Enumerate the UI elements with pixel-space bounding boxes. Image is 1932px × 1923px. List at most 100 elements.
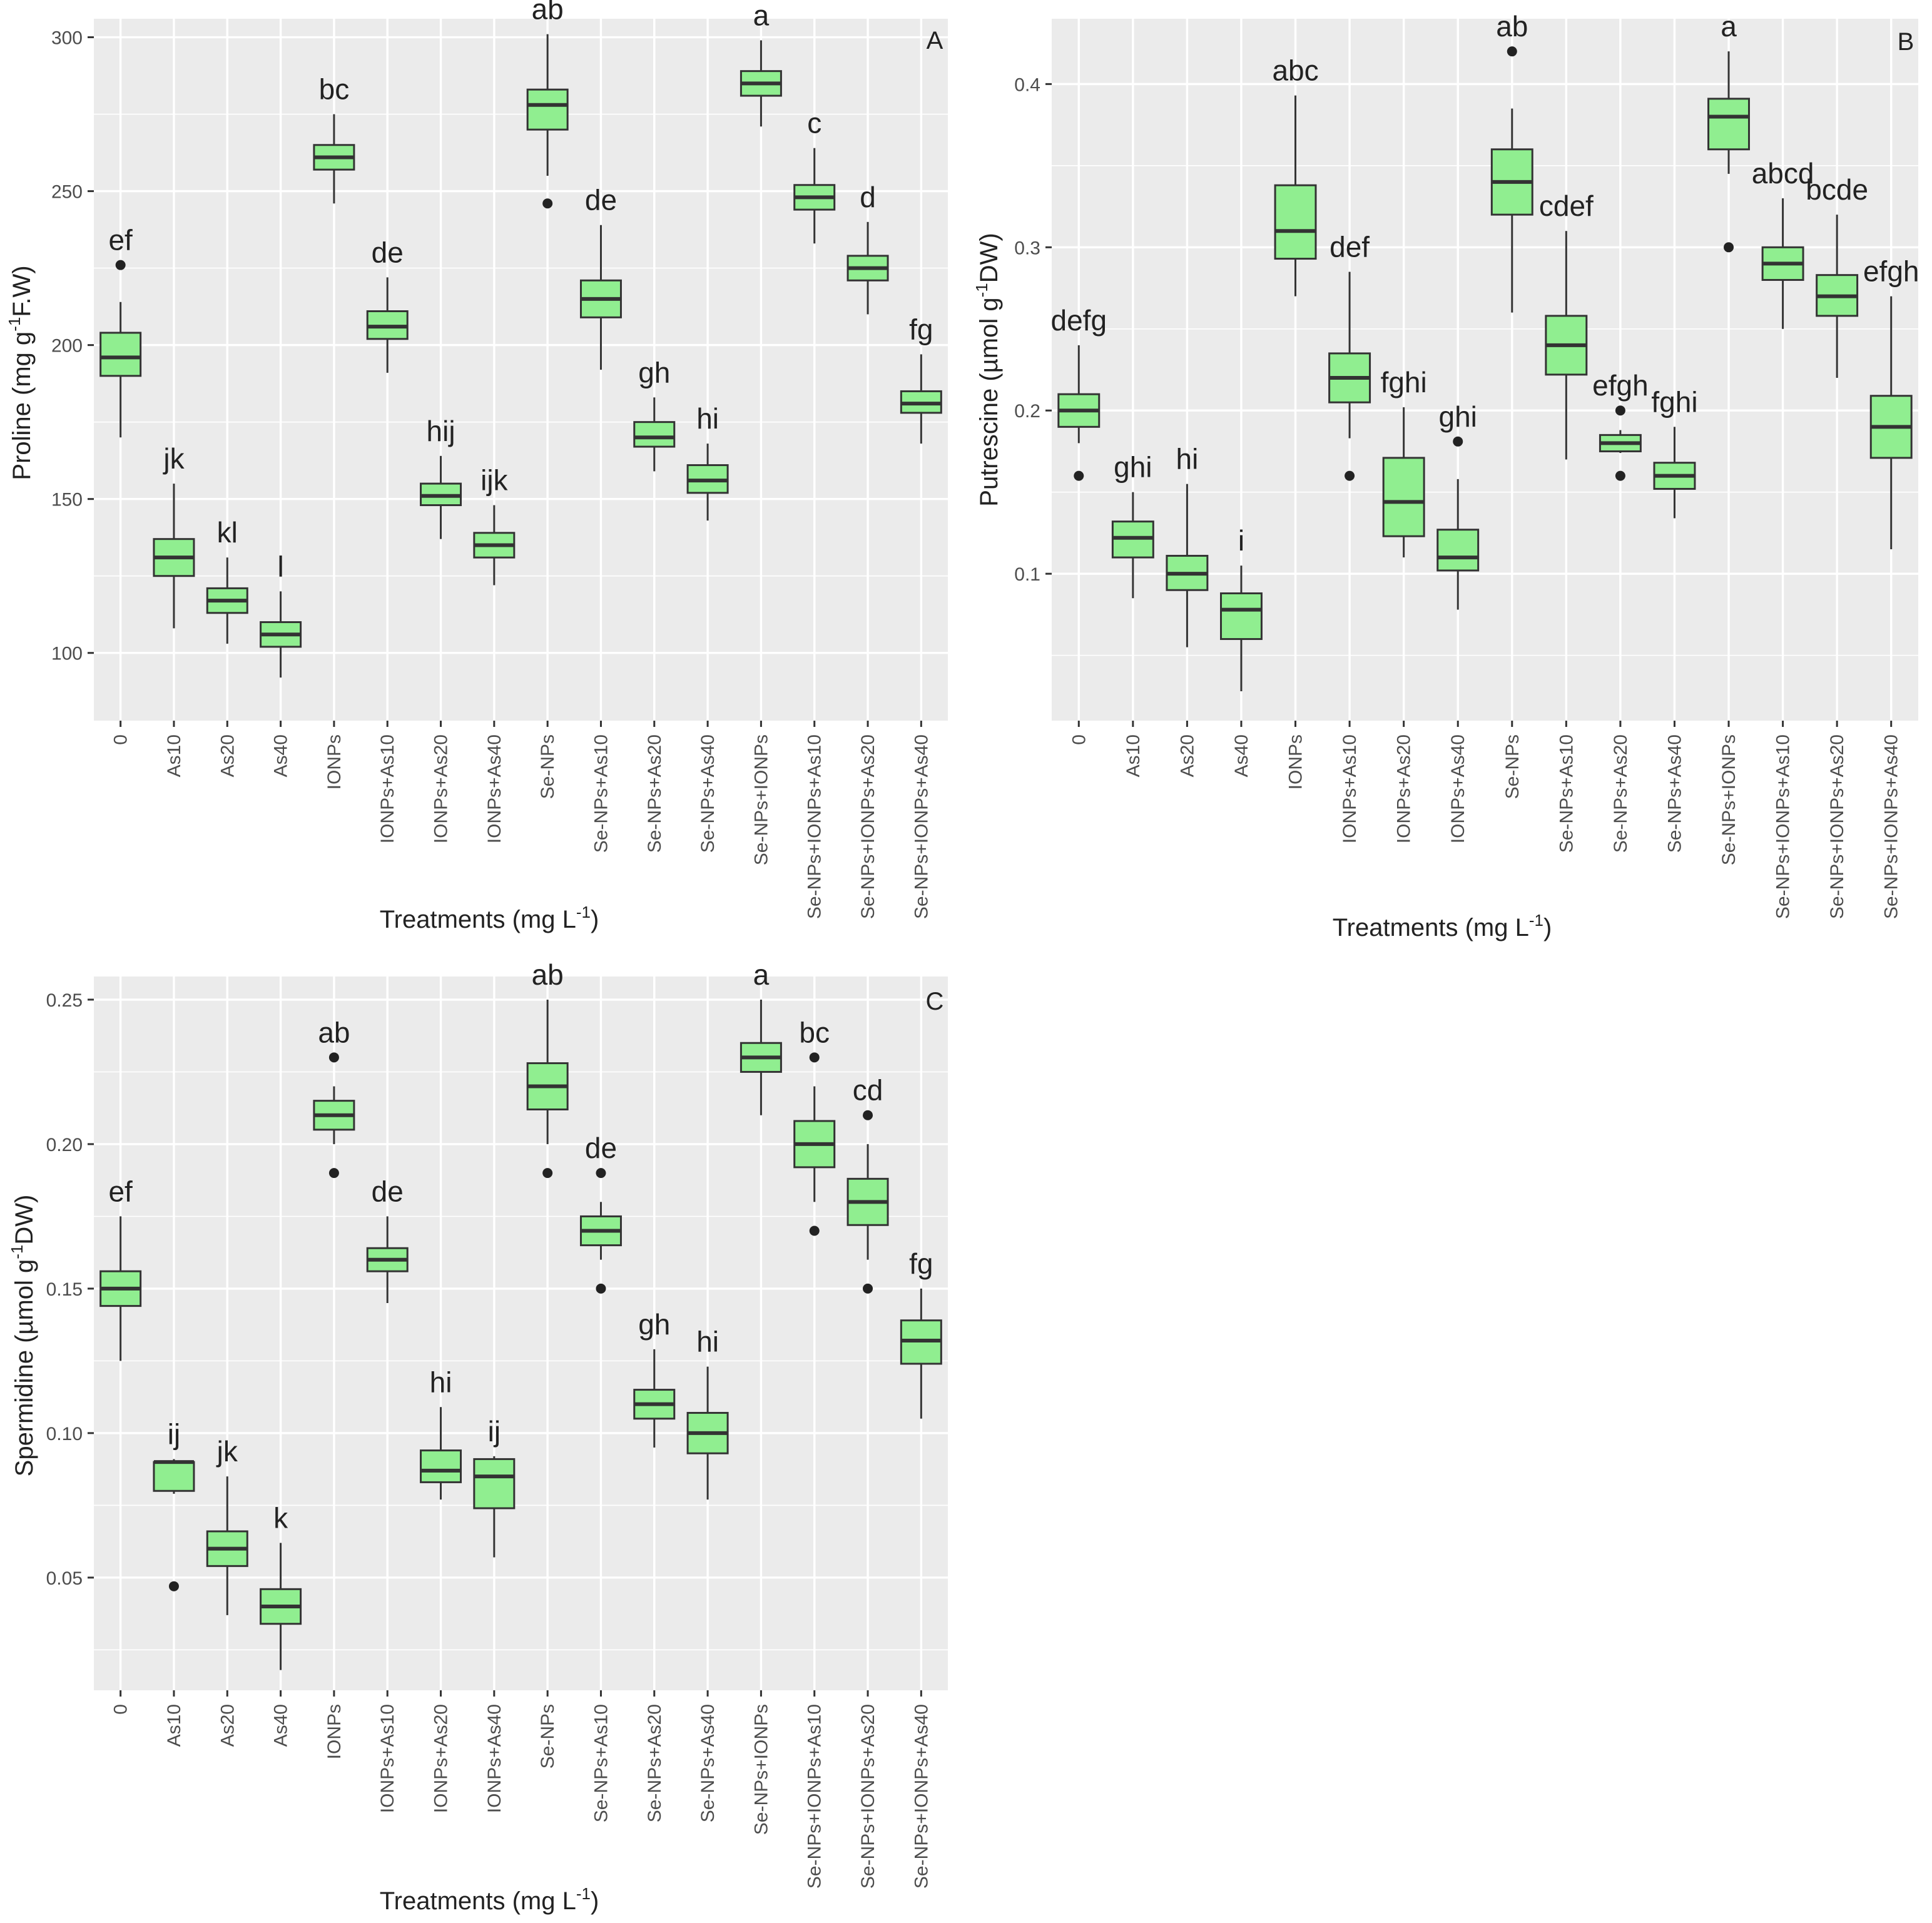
significance-letter: hij — [427, 415, 455, 447]
significance-letter: defg — [1051, 304, 1107, 337]
x-tick-label: IONPs+As20 — [431, 734, 452, 843]
outlier-point — [863, 1110, 873, 1120]
y-tick-label: 250 — [51, 182, 83, 203]
significance-letter: l — [277, 550, 283, 582]
x-tick-label: Se-NPs+As40 — [698, 1704, 718, 1822]
x-tick-label: Se-NPs+IONPs+As20 — [1827, 734, 1848, 919]
outlier-point — [1074, 470, 1084, 481]
x-tick-label: Se-NPs+As10 — [1556, 734, 1577, 853]
significance-letter: jk — [216, 1435, 238, 1468]
box-se-nps-as40: hi — [686, 402, 729, 521]
x-tick-label: Se-NPs+IONPs+As40 — [911, 1704, 932, 1889]
y-tick-label: 200 — [51, 336, 83, 357]
significance-letter: gh — [638, 356, 670, 388]
box-se-nps-ionps-as10: bc — [793, 1016, 836, 1236]
y-tick-label: 0.1 — [1014, 564, 1040, 585]
significance-letter: cd — [853, 1074, 883, 1107]
significance-letter: ef — [108, 224, 133, 256]
box-se-nps-as40: hi — [686, 1326, 729, 1500]
box-iqr — [1382, 457, 1425, 537]
box-se-nps-ionps-as10: abcd — [1752, 157, 1814, 329]
box-ionps: bc — [313, 73, 355, 204]
x-tick-label: Se-NPs+IONPs+As40 — [1881, 734, 1902, 919]
box-as10: ij — [153, 1418, 195, 1591]
y-tick-label: 0.4 — [1014, 74, 1040, 95]
panel-tag: B — [1898, 28, 1914, 56]
x-tick-label: 0 — [111, 1704, 131, 1715]
box-se-nps-ionps-as10: c — [793, 107, 836, 244]
box-0: defg — [1051, 304, 1107, 481]
significance-letter: bcde — [1806, 173, 1868, 206]
significance-letter: ab — [532, 958, 564, 991]
box-iqr — [633, 421, 676, 448]
box-se-nps-as20: gh — [633, 356, 676, 472]
x-tick-label: IONPs+As40 — [484, 1704, 505, 1813]
y-axis-title: Proline (mg g-1F.W) — [5, 265, 36, 480]
significance-letter: de — [585, 184, 617, 216]
x-tick-label: IONPs — [324, 734, 345, 789]
significance-letter: jk — [162, 442, 185, 475]
significance-letter: ab — [1496, 10, 1528, 43]
x-axis-title: Treatments (mg L-1) — [380, 1884, 599, 1915]
box-as40: k — [260, 1501, 302, 1670]
y-tick-label: 300 — [51, 28, 83, 49]
box-ionps-as20: hij — [420, 415, 462, 539]
box-ionps-as20: fghi — [1381, 366, 1427, 558]
outlier-point — [1507, 46, 1517, 57]
box-se-nps-as10: cdef — [1539, 190, 1594, 460]
box-se-nps-ionps-as40: efgh — [1863, 255, 1919, 550]
x-axis-title: Treatments (mg L-1) — [380, 903, 599, 933]
x-tick-label: IONPs — [324, 1704, 345, 1759]
box-se-nps-ionps: a — [740, 0, 782, 127]
outlier-point — [168, 1581, 179, 1591]
significance-letter: fg — [909, 313, 933, 345]
box-iqr — [526, 88, 569, 131]
significance-letter: ab — [318, 1016, 350, 1048]
x-tick-label: IONPs+As40 — [484, 734, 505, 843]
x-tick-label: Se-NPs+IONPs+As40 — [911, 734, 932, 919]
y-tick-label: 0.2 — [1014, 401, 1040, 422]
box-as20: kl — [206, 516, 248, 644]
outlier-point — [1724, 242, 1734, 253]
significance-letter: c — [807, 107, 821, 140]
box-se-nps-as10: de — [579, 184, 622, 370]
x-tick-label: Se-NPs+As10 — [591, 734, 611, 853]
significance-letter: def — [1330, 230, 1370, 263]
box-se-nps-ionps-as40: fg — [900, 313, 942, 444]
box-ionps-as40: ghi — [1436, 400, 1480, 610]
significance-letter: hi — [430, 1366, 452, 1398]
significance-letter: ghi — [1439, 400, 1477, 433]
significance-letter: bc — [319, 73, 350, 106]
box-se-nps-ionps-as20: cd — [847, 1074, 889, 1294]
outlier-point — [809, 1052, 820, 1063]
y-tick-label: 0.10 — [46, 1424, 83, 1444]
significance-letter: kl — [217, 516, 238, 549]
outlier-point — [596, 1283, 606, 1294]
outlier-point — [1453, 436, 1463, 447]
significance-letter: k — [273, 1501, 288, 1534]
y-tick-label: 0.05 — [46, 1568, 83, 1589]
y-axis-title: Spermidine (µmol g-1DW) — [8, 1195, 38, 1477]
x-tick-label: Se-NPs+IONPs+As20 — [858, 1704, 878, 1889]
y-tick-label: 150 — [51, 490, 83, 510]
box-se-nps-as10: de — [579, 1132, 622, 1294]
panel-tag: C — [926, 988, 944, 1015]
significance-letter: hi — [1176, 443, 1199, 475]
significance-letter: ef — [108, 1175, 133, 1207]
significance-letter: abc — [1272, 54, 1318, 87]
outlier-point — [328, 1052, 339, 1063]
significance-letter: ghi — [1114, 451, 1152, 484]
outlier-point — [115, 260, 126, 270]
box-ionps-as10: def — [1328, 230, 1371, 481]
significance-letter: fghi — [1381, 366, 1427, 398]
x-tick-label: IONPs+As10 — [377, 1704, 398, 1813]
x-tick-label: Se-NPs+As10 — [591, 1704, 611, 1822]
box-ionps: ab — [313, 1016, 355, 1179]
significance-letter: cdef — [1539, 190, 1594, 222]
x-tick-label: As10 — [1123, 734, 1144, 777]
significance-letter: a — [753, 0, 770, 31]
box-se-nps-as20: gh — [633, 1308, 676, 1448]
x-tick-label: Se-NPs+IONPs — [751, 734, 771, 865]
y-tick-label: 0.20 — [46, 1135, 83, 1155]
